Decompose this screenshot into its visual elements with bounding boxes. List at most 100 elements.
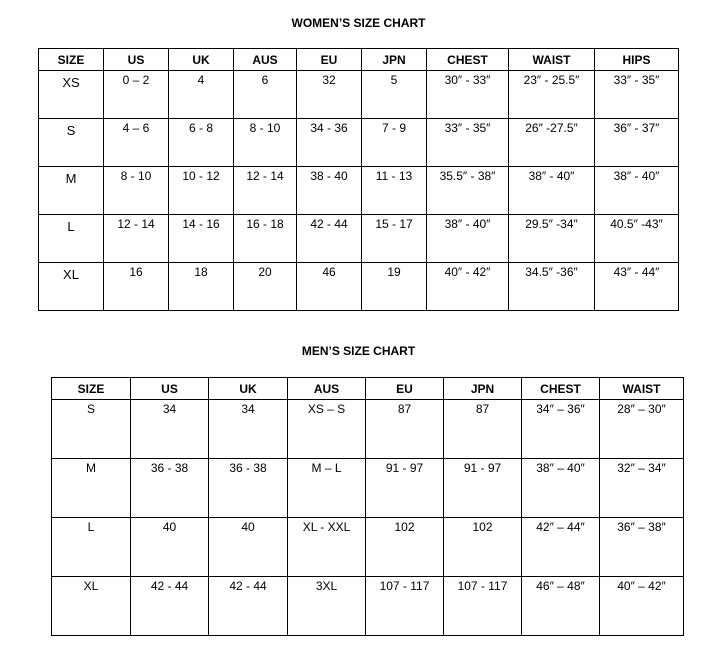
cell-uk: 42 - 44: [208, 576, 288, 636]
cell-us: 16: [103, 262, 169, 311]
cell-waist: 40″ – 42″: [599, 576, 684, 636]
cell-hips: 40.5″ -43″: [594, 214, 679, 263]
cell-jpn: 19: [361, 262, 427, 311]
column-header-jpn: JPN: [361, 48, 427, 71]
table-row: S 34 34 XS – S 87 87 34″ – 36″ 28″ – 30″: [51, 399, 684, 459]
column-header-us: US: [130, 377, 209, 400]
cell-chest: 33″ - 35″: [426, 118, 509, 167]
column-header-eu: EU: [296, 48, 362, 71]
column-header-aus: AUS: [233, 48, 297, 71]
column-header-waist: WAIST: [599, 377, 684, 400]
column-header-jpn: JPN: [443, 377, 522, 400]
cell-aus: M – L: [287, 458, 366, 518]
cell-aus: 8 - 10: [233, 118, 297, 167]
cell-chest: 30″ - 33″: [426, 70, 509, 119]
cell-waist: 36″ – 38″: [599, 517, 684, 577]
cell-uk: 6 - 8: [168, 118, 234, 167]
table-header-row: SIZE US UK AUS EU JPN CHEST WAIST: [51, 377, 684, 400]
cell-aus: 6: [233, 70, 297, 119]
cell-jpn: 5: [361, 70, 427, 119]
cell-chest: 42″ – 44″: [521, 517, 600, 577]
cell-aus: 20: [233, 262, 297, 311]
cell-eu: 38 - 40: [296, 166, 362, 215]
cell-uk: 14 - 16: [168, 214, 234, 263]
mens-size-chart-title: MEN’S SIZE CHART: [301, 344, 416, 358]
cell-chest: 38″ - 40″: [426, 214, 509, 263]
table-header-row: SIZE US UK AUS EU JPN CHEST WAIST HIPS: [38, 48, 679, 71]
cell-jpn: 15 - 17: [361, 214, 427, 263]
column-header-waist: WAIST: [508, 48, 595, 71]
column-header-uk: UK: [168, 48, 234, 71]
cell-aus: XS – S: [287, 399, 366, 459]
column-header-size: SIZE: [51, 377, 131, 400]
cell-hips: 43″ - 44″: [594, 262, 679, 311]
cell-waist: 38″ - 40″: [508, 166, 595, 215]
column-header-chest: CHEST: [521, 377, 600, 400]
cell-aus: 16 - 18: [233, 214, 297, 263]
size-cell: S: [51, 399, 131, 459]
mens-size-table: SIZE US UK AUS EU JPN CHEST WAIST S 34 34 XS – S 87…: [51, 377, 684, 636]
column-header-hips: HIPS: [594, 48, 679, 71]
size-cell: S: [38, 118, 104, 167]
cell-waist: 29.5″ -34″: [508, 214, 595, 263]
size-cell: L: [38, 214, 104, 263]
cell-uk: 40: [208, 517, 288, 577]
cell-hips: 38″ - 40″: [594, 166, 679, 215]
table-row: XL 16 18 20 46 19 40″ - 42″ 34.5″ -36″ 43″ - 44″: [38, 262, 679, 311]
cell-aus: 3XL: [287, 576, 366, 636]
cell-us: 8 - 10: [103, 166, 169, 215]
cell-eu: 91 - 97: [365, 458, 444, 518]
cell-jpn: 11 - 13: [361, 166, 427, 215]
cell-uk: 34: [208, 399, 288, 459]
column-header-aus: AUS: [287, 377, 366, 400]
cell-chest: 35.5″ - 38″: [426, 166, 509, 215]
cell-jpn: 107 - 117: [443, 576, 522, 636]
cell-aus: 12 - 14: [233, 166, 297, 215]
table-row: XS 0 – 2 4 6 32 5 30″ - 33″ 23″ - 25.5″ 33″ - 35…: [38, 70, 679, 119]
cell-waist: 23″ - 25.5″: [508, 70, 595, 119]
cell-uk: 18: [168, 262, 234, 311]
size-cell: XL: [51, 576, 131, 636]
table-row: XL 42 - 44 42 - 44 3XL 107 - 117 107 - 117 46″…: [51, 576, 684, 636]
cell-jpn: 91 - 97: [443, 458, 522, 518]
cell-us: 12 - 14: [103, 214, 169, 263]
size-cell: XL: [38, 262, 104, 311]
column-header-uk: UK: [208, 377, 288, 400]
column-header-size: SIZE: [38, 48, 104, 71]
cell-us: 34: [130, 399, 209, 459]
size-cell: M: [51, 458, 131, 518]
cell-uk: 10 - 12: [168, 166, 234, 215]
cell-us: 36 - 38: [130, 458, 209, 518]
cell-hips: 36″ - 37″: [594, 118, 679, 167]
table-row: L 12 - 14 14 - 16 16 - 18 42 - 44 15 - 17 38″ …: [38, 214, 679, 263]
cell-us: 40: [130, 517, 209, 577]
cell-aus: XL - XXL: [287, 517, 366, 577]
cell-eu: 102: [365, 517, 444, 577]
cell-waist: 28″ – 30″: [599, 399, 684, 459]
column-header-us: US: [103, 48, 169, 71]
column-header-eu: EU: [365, 377, 444, 400]
cell-jpn: 7 - 9: [361, 118, 427, 167]
size-cell: M: [38, 166, 104, 215]
table-row: M 36 - 38 36 - 38 M – L 91 - 97 91 - 97 38″ – …: [51, 458, 684, 518]
cell-waist: 26″ -27.5″: [508, 118, 595, 167]
cell-us: 4 – 6: [103, 118, 169, 167]
cell-eu: 34 - 36: [296, 118, 362, 167]
cell-chest: 38″ – 40″: [521, 458, 600, 518]
cell-jpn: 102: [443, 517, 522, 577]
size-cell: L: [51, 517, 131, 577]
cell-chest: 34″ – 36″: [521, 399, 600, 459]
cell-hips: 33″ - 35″: [594, 70, 679, 119]
cell-us: 42 - 44: [130, 576, 209, 636]
cell-chest: 40″ - 42″: [426, 262, 509, 311]
cell-us: 0 – 2: [103, 70, 169, 119]
womens-size-chart-title: WOMEN’S SIZE CHART: [291, 16, 426, 30]
cell-eu: 107 - 117: [365, 576, 444, 636]
cell-eu: 32: [296, 70, 362, 119]
cell-eu: 46: [296, 262, 362, 311]
cell-waist: 34.5″ -36″: [508, 262, 595, 311]
table-row: L 40 40 XL - XXL 102 102 42″ – 44″ 36″ – 38″: [51, 517, 684, 577]
